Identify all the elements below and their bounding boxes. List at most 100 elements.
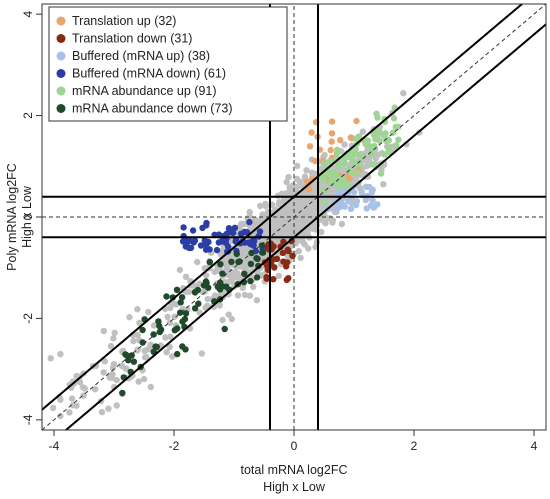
point-abundance-down bbox=[182, 346, 189, 353]
point-background bbox=[91, 386, 99, 393]
threshold-line-diagonal bbox=[64, 23, 546, 430]
point-abundance-up bbox=[367, 143, 374, 150]
x-axis-title: total mRNA log2FC bbox=[241, 463, 348, 477]
point-abundance-up bbox=[341, 160, 349, 168]
x-axis: -4 -2 0 2 4 bbox=[49, 430, 538, 453]
point-buffered-down bbox=[180, 232, 187, 240]
point-background bbox=[100, 369, 107, 376]
point-background bbox=[57, 350, 64, 358]
point-background bbox=[198, 350, 206, 357]
point-background bbox=[400, 90, 407, 97]
point-background bbox=[214, 267, 221, 275]
point-abundance-up bbox=[376, 128, 383, 135]
point-buffered-up bbox=[338, 199, 345, 207]
point-buffered-down bbox=[245, 239, 252, 246]
point-abundance-down bbox=[153, 343, 160, 350]
point-background bbox=[144, 346, 152, 353]
point-background bbox=[286, 184, 293, 191]
point-background bbox=[242, 251, 249, 258]
point-translation-up bbox=[337, 136, 344, 144]
point-abundance-down bbox=[219, 270, 226, 277]
point-buffered-down bbox=[201, 237, 208, 244]
point-abundance-up bbox=[354, 169, 361, 176]
point-background bbox=[167, 304, 174, 312]
point-background bbox=[292, 184, 299, 191]
point-translation-down bbox=[271, 264, 278, 271]
point-background bbox=[47, 355, 54, 362]
point-abundance-down bbox=[125, 357, 132, 364]
point-background bbox=[294, 162, 301, 170]
point-abundance-down bbox=[171, 327, 178, 334]
y-axis-subtitle: High x Low bbox=[20, 185, 34, 248]
point-background bbox=[107, 342, 115, 350]
point-background bbox=[126, 314, 133, 321]
point-background bbox=[73, 372, 80, 380]
point-abundance-up bbox=[359, 152, 366, 159]
point-background bbox=[182, 273, 190, 280]
point-background bbox=[76, 379, 84, 386]
point-background bbox=[380, 181, 387, 188]
point-background bbox=[162, 334, 169, 341]
point-translation-down bbox=[284, 259, 291, 266]
point-background bbox=[301, 173, 309, 180]
point-abundance-down bbox=[254, 255, 261, 262]
x-tick-label: 2 bbox=[411, 439, 418, 453]
point-background bbox=[296, 178, 303, 185]
point-abundance-up bbox=[375, 136, 382, 144]
point-background bbox=[297, 254, 304, 262]
point-abundance-down bbox=[139, 326, 146, 334]
point-abundance-down bbox=[177, 299, 184, 306]
point-background bbox=[105, 405, 112, 412]
legend-marker-translation-down bbox=[56, 34, 66, 43]
point-background bbox=[68, 395, 76, 402]
legend-label-translation-up: Translation up (32) bbox=[72, 14, 176, 28]
point-abundance-down bbox=[247, 277, 254, 285]
point-background bbox=[283, 178, 290, 186]
point-background bbox=[308, 169, 316, 176]
point-background bbox=[164, 313, 171, 321]
legend-box bbox=[48, 6, 288, 122]
point-buffered-up bbox=[362, 183, 370, 190]
point-background bbox=[374, 151, 382, 158]
point-abundance-down bbox=[258, 242, 266, 249]
legend-marker-buffered-down bbox=[56, 69, 66, 78]
point-abundance-down bbox=[178, 294, 186, 301]
point-background bbox=[196, 309, 203, 316]
point-background bbox=[57, 412, 64, 420]
point-translation-up bbox=[327, 146, 334, 154]
point-abundance-down bbox=[174, 350, 181, 358]
legend-marker-abundance-down bbox=[56, 104, 66, 113]
y-tick-label: -2 bbox=[21, 313, 35, 324]
point-abundance-down bbox=[247, 260, 255, 268]
point-abundance-up bbox=[369, 151, 376, 158]
point-background bbox=[341, 141, 348, 148]
point-background bbox=[219, 316, 226, 324]
point-background bbox=[285, 173, 292, 181]
point-background bbox=[194, 258, 201, 266]
point-background bbox=[326, 215, 334, 222]
point-buffered-up bbox=[353, 198, 361, 205]
point-background bbox=[66, 409, 73, 416]
point-background bbox=[79, 384, 87, 391]
point-translation-up bbox=[305, 186, 313, 193]
point-background bbox=[259, 211, 266, 218]
point-background bbox=[49, 404, 57, 412]
point-abundance-down bbox=[216, 286, 224, 293]
point-buffered-up bbox=[369, 186, 376, 193]
point-buffered-up bbox=[369, 197, 376, 204]
point-abundance-down bbox=[173, 286, 181, 293]
point-background bbox=[241, 291, 249, 299]
point-buffered-down bbox=[255, 232, 262, 240]
legend-label-buffered-up: Buffered (mRNA up) (38) bbox=[72, 49, 210, 63]
point-background bbox=[246, 292, 254, 299]
point-translation-down bbox=[289, 252, 296, 260]
point-buffered-down bbox=[246, 218, 253, 226]
threshold-line-diagonal bbox=[42, 4, 524, 411]
point-abundance-down bbox=[119, 389, 126, 397]
point-abundance-down bbox=[217, 279, 224, 286]
x-tick-label: 0 bbox=[291, 439, 298, 453]
point-abundance-up bbox=[362, 138, 369, 145]
point-abundance-up bbox=[390, 115, 398, 122]
point-background bbox=[166, 343, 173, 351]
